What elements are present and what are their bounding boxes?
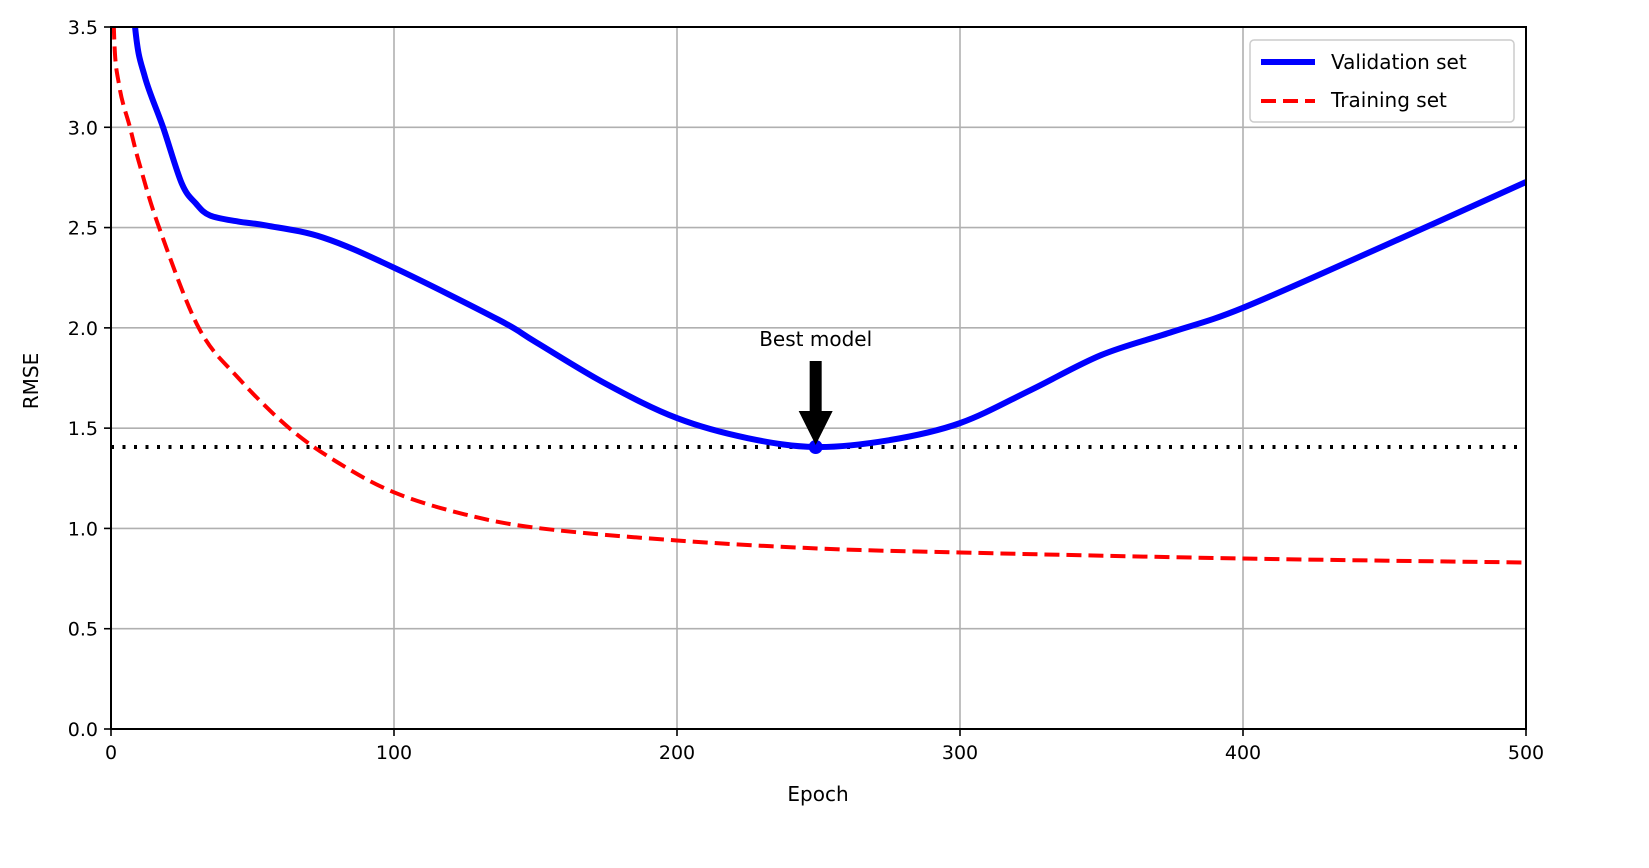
y-tick-label: 2.0 <box>68 318 98 340</box>
best-model-arrow <box>798 360 833 445</box>
plot-frame <box>110 26 1527 730</box>
legend-frame <box>1249 39 1515 123</box>
y-tick-label: 0.5 <box>68 619 98 641</box>
best-model-point <box>808 439 823 454</box>
x-tick-label: 0 <box>105 742 117 764</box>
x-tick-label: 400 <box>1225 742 1261 764</box>
legend: Validation set Training set <box>1249 39 1515 123</box>
legend-label-validation-set: Validation set <box>1331 50 1467 74</box>
y-tick-label: 3.5 <box>68 17 98 39</box>
x-tick-label: 500 <box>1508 742 1544 764</box>
x-tick-label: 300 <box>942 742 978 764</box>
y-tick-label: 3.0 <box>68 117 98 139</box>
x-axis-label: Epoch <box>787 782 848 806</box>
annotation-best-model: Best model <box>759 327 872 351</box>
x-tick-label: 100 <box>376 742 412 764</box>
axis-ticks: 0 100 200 300 400 500 0.0 0.5 1.0 1.5 2.0 2.5 3.0 3.5 <box>68 17 1544 764</box>
x-tick-label: 200 <box>659 742 695 764</box>
legend-label-training-set: Training set <box>1330 88 1447 112</box>
y-tick-label: 2.5 <box>68 218 98 240</box>
y-tick-label: 1.5 <box>68 418 98 440</box>
y-axis-label: RMSE <box>19 353 43 409</box>
series-line-validation-set <box>132 27 1526 450</box>
y-tick-label: 0.0 <box>68 719 98 741</box>
y-tick-label: 1.0 <box>68 518 98 540</box>
series-line-training-set <box>111 27 1526 565</box>
